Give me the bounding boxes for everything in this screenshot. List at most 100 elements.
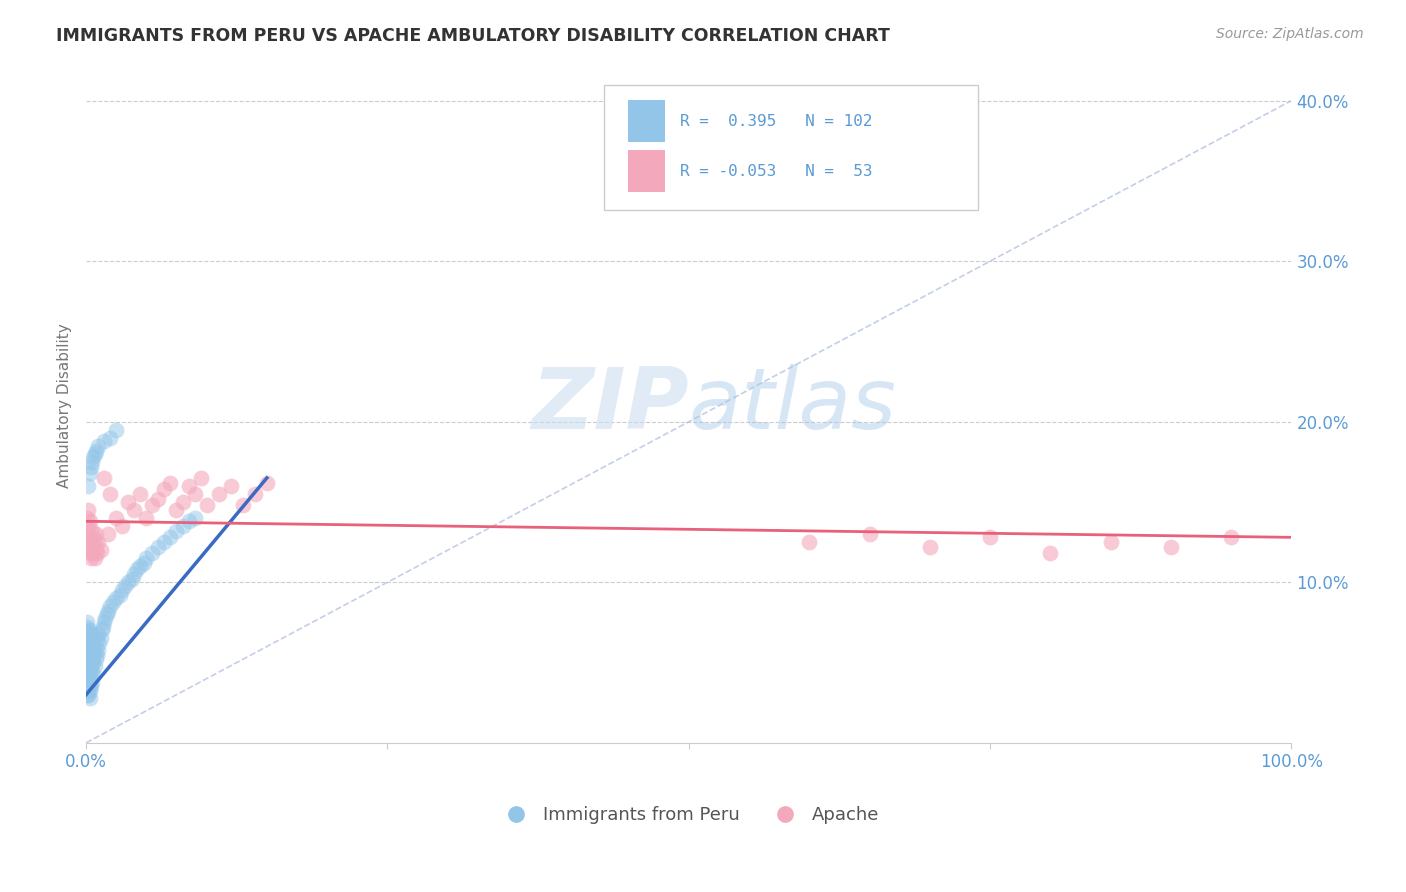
Point [166, 503, 188, 517]
Point [76, 648, 98, 662]
Point [77, 688, 100, 702]
Point [87, 439, 110, 453]
Point [76, 652, 98, 666]
Point [76, 656, 98, 670]
Point [76, 615, 98, 630]
Point [94, 610, 117, 624]
Point [93, 434, 115, 448]
Point [77, 633, 100, 648]
Point [121, 572, 143, 586]
Point [89, 636, 111, 650]
Point [125, 562, 148, 576]
Point [77, 640, 100, 654]
Point [1160, 540, 1182, 554]
Point [76, 642, 98, 657]
Point [190, 471, 212, 485]
Point [77, 479, 100, 493]
Point [153, 482, 176, 496]
Point [86, 546, 108, 560]
Point [82, 668, 104, 682]
Point [124, 567, 146, 582]
Point [183, 487, 205, 501]
Point [799, 535, 821, 549]
Point [96, 607, 118, 622]
Point [76, 684, 98, 698]
Bar [628, 150, 665, 192]
Point [79, 664, 101, 678]
Point [98, 431, 121, 445]
Point [76, 658, 98, 673]
Point [84, 652, 107, 666]
Point [77, 503, 100, 517]
Point [98, 599, 121, 614]
Point [172, 495, 194, 509]
Point [82, 455, 104, 469]
Point [79, 624, 101, 638]
Point [183, 511, 205, 525]
Point [83, 535, 105, 549]
Point [80, 459, 103, 474]
Point [135, 511, 157, 525]
Point [79, 514, 101, 528]
Point [93, 471, 115, 485]
Point [76, 511, 98, 525]
Point [90, 624, 112, 638]
Point [98, 487, 121, 501]
Text: Source: ZipAtlas.com: Source: ZipAtlas.com [1216, 27, 1364, 41]
Point [172, 519, 194, 533]
Point [117, 575, 139, 590]
Point [83, 658, 105, 673]
Point [159, 530, 181, 544]
Point [111, 519, 134, 533]
Point [82, 652, 104, 666]
Point [87, 626, 110, 640]
Point [918, 540, 941, 554]
Point [76, 630, 98, 644]
Text: ZIP: ZIP [531, 364, 689, 447]
Point [80, 648, 103, 662]
Point [77, 678, 100, 692]
Point [90, 632, 112, 646]
Point [76, 672, 98, 686]
Point [76, 688, 98, 702]
Point [166, 524, 188, 538]
Point [83, 551, 105, 566]
Point [129, 559, 152, 574]
Point [219, 479, 242, 493]
Point [82, 546, 104, 560]
Bar [628, 100, 665, 142]
Point [77, 646, 100, 660]
Point [101, 594, 124, 608]
Point [77, 672, 100, 686]
Point [87, 642, 110, 657]
Point [97, 604, 120, 618]
Point [117, 495, 139, 509]
Point [148, 491, 170, 506]
Point [79, 678, 101, 692]
Text: atlas: atlas [689, 364, 897, 447]
Point [159, 475, 181, 490]
Point [76, 626, 98, 640]
Point [76, 620, 98, 634]
Point [79, 530, 101, 544]
Point [148, 540, 170, 554]
Point [1220, 530, 1243, 544]
Point [79, 690, 101, 705]
Point [82, 674, 104, 689]
Point [80, 535, 103, 549]
Point [77, 543, 100, 558]
Point [84, 443, 107, 458]
Point [82, 642, 104, 657]
Point [82, 626, 104, 640]
Point [80, 551, 103, 566]
Point [82, 540, 104, 554]
Point [114, 578, 136, 592]
Point [77, 652, 100, 666]
Point [135, 551, 157, 566]
Point [79, 546, 101, 560]
Point [79, 632, 101, 646]
Point [129, 487, 152, 501]
Point [82, 640, 104, 654]
Point [79, 656, 101, 670]
Point [76, 640, 98, 654]
